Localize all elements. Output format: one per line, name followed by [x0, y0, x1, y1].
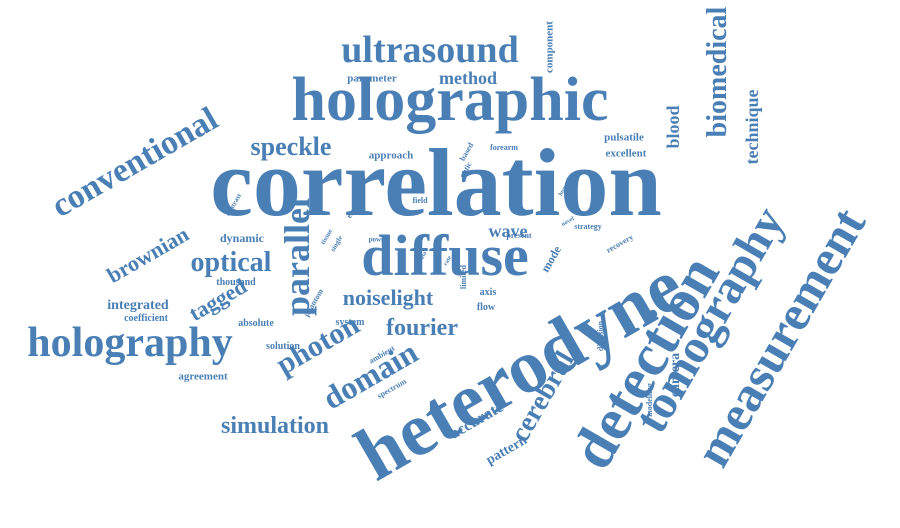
word-forearm: forearm — [490, 143, 518, 152]
word-biomedical: biomedical — [702, 6, 733, 138]
word-limited: limited — [459, 265, 468, 289]
word-solution: solution — [266, 341, 300, 352]
word-agreement: agreement — [178, 370, 228, 383]
word-correlation: correlation — [210, 129, 662, 236]
word-brownian: brownian — [102, 221, 194, 288]
word-holographic: holographic — [291, 66, 609, 134]
word-flow: flow — [476, 302, 496, 313]
word-single: single — [328, 234, 345, 254]
word-dynamic: dynamic — [219, 231, 265, 245]
word-speckle: speckle — [250, 132, 332, 161]
word-diffuse: diffuse — [361, 223, 529, 288]
word-modelling: modelling — [645, 383, 654, 417]
word-mode: mode — [537, 243, 565, 275]
word-present: present — [506, 231, 532, 240]
word-axis: axis — [479, 287, 497, 298]
word-ultrasound: ultrasound — [341, 29, 519, 71]
word-wave: wave — [488, 221, 528, 241]
word-technique: technique — [742, 89, 762, 165]
word-fourier: fourier — [386, 315, 458, 341]
word-thousand: thousand — [216, 277, 256, 288]
word-absolute: absolute — [238, 318, 274, 329]
word-simulation: simulation — [220, 413, 330, 439]
word-pattern: pattern — [483, 432, 530, 469]
word-coefficient: coefficient — [124, 313, 168, 324]
word-excellent: excellent — [605, 147, 647, 160]
word-approach: approach — [368, 149, 414, 162]
word-optical: optical — [190, 247, 272, 278]
word-pulsatile: pulsatile — [604, 131, 644, 144]
word-holography: holography — [27, 320, 233, 366]
word-strategy: strategy — [574, 222, 602, 231]
word-field: field — [412, 196, 428, 205]
word-camera: camera — [668, 352, 683, 398]
word-component: component — [543, 21, 556, 73]
word-diffusion: diffusion — [596, 320, 605, 352]
word-conventional: conventional — [45, 100, 225, 225]
word-recovery: recovery — [604, 232, 635, 255]
word-method: method — [439, 68, 497, 88]
word-noiselight: noiselight — [342, 285, 434, 310]
word-parameter: parameter — [347, 72, 397, 85]
word-integrated: integrated — [107, 298, 169, 313]
word-power: power — [368, 235, 388, 244]
word-system: system — [335, 317, 365, 328]
word-blood: blood — [663, 105, 683, 149]
